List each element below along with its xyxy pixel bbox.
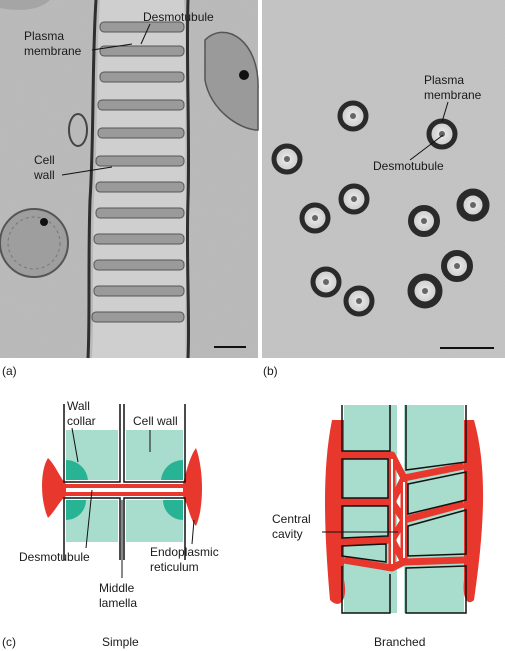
branched-cell-outlines xyxy=(341,405,467,614)
plasma-membrane-outline-tl xyxy=(63,404,121,483)
panel-b-micrograph: Plasma membrane Desmotubule xyxy=(262,0,505,358)
label-middle-lamella-1: Middle xyxy=(99,581,135,595)
wall-collar-bottom-right xyxy=(163,500,183,520)
wall-collar-top-left xyxy=(66,459,88,480)
endoplasmic-reticulum-simple xyxy=(42,448,202,526)
wall-collar-top-right xyxy=(161,459,183,480)
label-desmotubule-a: Desmotubule xyxy=(143,10,214,24)
label-desmotubule-c: Desmotubule xyxy=(19,550,90,564)
label-middle-lamella-2: lamella xyxy=(99,596,137,610)
panel-letter-a: (a) xyxy=(2,364,17,378)
scale-bar-a xyxy=(214,346,246,348)
plasmodesmata-cross-sections xyxy=(271,100,490,317)
label-plasma-membrane-a-2: membrane xyxy=(24,44,82,58)
label-central-cavity-2: cavity xyxy=(272,527,303,541)
label-central-cavity-1: Central xyxy=(272,512,311,526)
label-wall-collar-2: collar xyxy=(67,414,96,428)
panel-c-simple-diagram: Wall collar Cell wall Desmotubule Endopl… xyxy=(19,399,219,649)
desmotubule-simple xyxy=(66,488,183,492)
label-plasma-membrane-b-1: Plasma xyxy=(424,73,464,87)
label-cell-wall-a-2: wall xyxy=(33,168,55,182)
organelle-right xyxy=(204,31,259,131)
plasmodesmata-channels xyxy=(91,21,185,323)
wall-collar-bottom-left xyxy=(66,500,86,520)
panel-letter-b: (b) xyxy=(263,364,278,378)
label-plasma-membrane-b-2: membrane xyxy=(424,88,482,102)
plasma-membrane-left xyxy=(86,0,98,359)
label-cell-wall-c: Cell wall xyxy=(133,414,178,428)
label-endoplasmic-1: Endoplasmic xyxy=(150,545,219,559)
organelle-left xyxy=(0,208,69,278)
label-desmotubule-b: Desmotubule xyxy=(373,159,444,173)
label-endoplasmic-2: reticulum xyxy=(150,560,199,574)
panel-letter-c: (c) xyxy=(2,635,16,649)
panel-a-micrograph: Desmotubule Plasma membrane Cell wall xyxy=(0,0,259,359)
panel-c-branched-diagram: Central cavity Branched xyxy=(272,405,484,649)
caption-branched: Branched xyxy=(374,635,425,649)
label-cell-wall-a-1: Cell xyxy=(34,153,55,167)
caption-simple: Simple xyxy=(102,635,139,649)
label-wall-collar-1: Wall xyxy=(67,399,90,413)
scale-bar-b xyxy=(440,347,494,349)
plasma-membrane-right xyxy=(185,0,191,359)
label-plasma-membrane-a-1: Plasma xyxy=(24,29,64,43)
